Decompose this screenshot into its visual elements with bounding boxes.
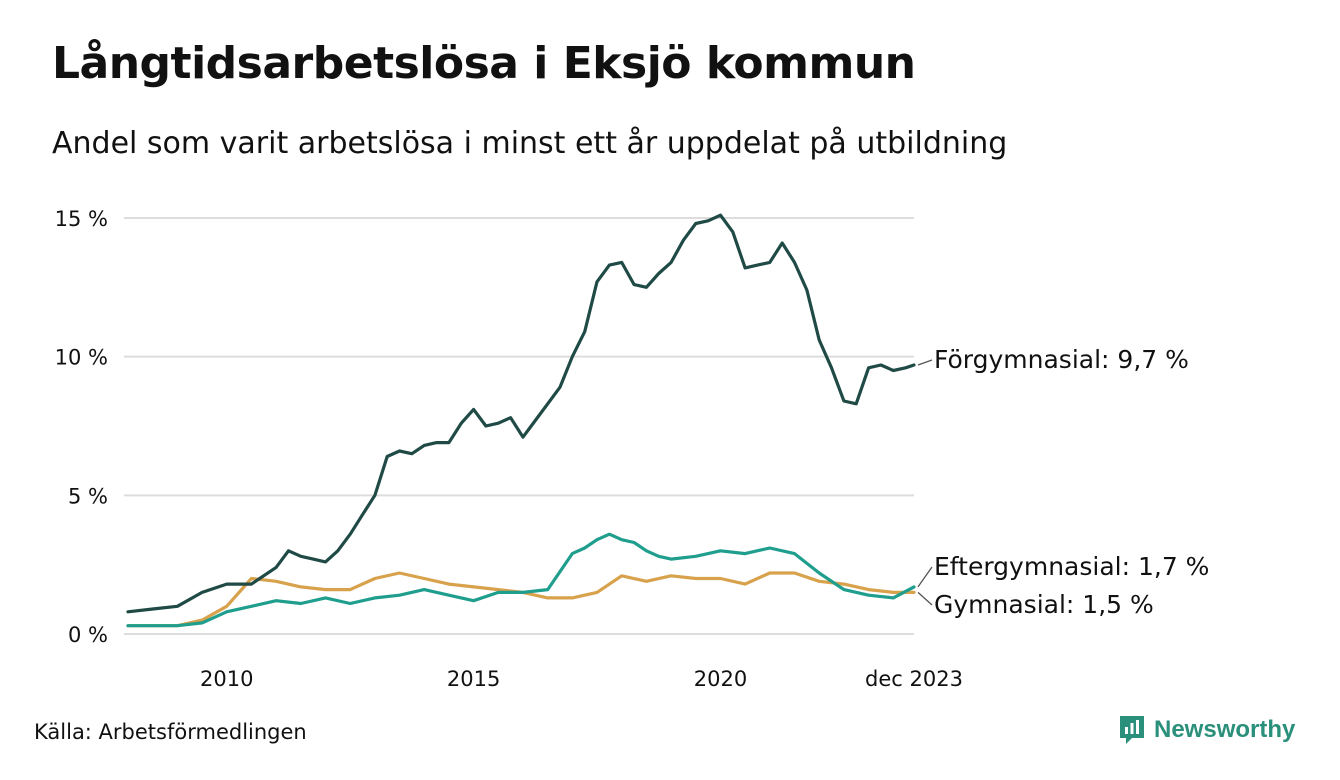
x-tick-label: dec 2023 — [865, 667, 963, 691]
chart-title: Långtidsarbetslösa i Eksjö kommun — [52, 38, 916, 89]
leader-line — [917, 359, 933, 366]
line-chart: Förgymnasial: 9,7 % Eftergymnasial: 1,7 %… — [55, 207, 1210, 691]
leader-line — [917, 591, 933, 606]
y-tick-label: 15 % — [55, 207, 108, 231]
x-tick-label: 2015 — [447, 667, 500, 691]
series-line-gymnasial — [126, 571, 916, 628]
source-note: Källa: Arbetsförmedlingen — [34, 720, 307, 744]
series-line-eftergymnasial — [126, 532, 916, 628]
y-tick-label: 10 % — [55, 346, 108, 370]
series-line-förgymnasial — [126, 213, 916, 614]
x-tick-label: 2020 — [694, 667, 747, 691]
x-tick-label: 2010 — [200, 667, 253, 691]
y-tick-label: 5 % — [68, 484, 108, 508]
series-lines — [126, 213, 916, 628]
axis-ticks: 0 % 5 % 10 % 15 % 2010 2015 2020 dec 2023 — [55, 207, 963, 691]
brand-name: Newsworthy — [1154, 716, 1296, 743]
newsworthy-logo-icon — [1120, 716, 1144, 744]
newsworthy-brand: Newsworthy — [1118, 714, 1295, 746]
end-label-gymnasial: Gymnasial: 1,5 % — [934, 590, 1154, 619]
chart-subtitle: Andel som varit arbetslösa i minst ett å… — [52, 126, 1008, 161]
end-label-eftergymnasial: Eftergymnasial: 1,7 % — [934, 552, 1209, 581]
end-labels: Förgymnasial: 9,7 % Eftergymnasial: 1,7 %… — [917, 345, 1209, 619]
leader-line — [917, 566, 933, 588]
grid-lines — [124, 217, 914, 635]
y-tick-label: 0 % — [68, 623, 108, 647]
end-label-förgymnasial: Förgymnasial: 9,7 % — [934, 345, 1189, 374]
